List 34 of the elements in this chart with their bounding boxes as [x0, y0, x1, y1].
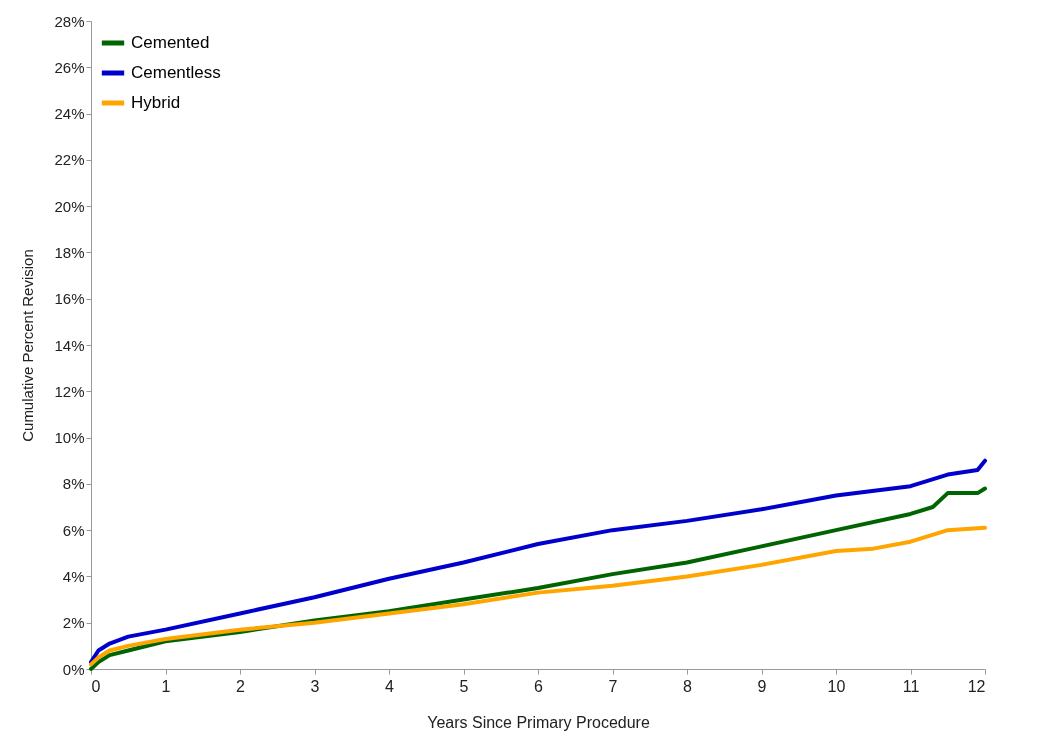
y-tick-label: 14%: [54, 336, 85, 354]
legend-label: Cementless: [131, 63, 221, 82]
x-tick-label: 9: [757, 677, 767, 695]
y-tick-label: 8%: [62, 475, 85, 493]
y-tick-label: 16%: [54, 290, 85, 308]
x-tick-label: 0: [91, 677, 101, 695]
y-tick-label: 22%: [54, 151, 85, 169]
y-tick-label: 0%: [62, 660, 85, 678]
y-tick-label: 24%: [54, 105, 85, 123]
x-tick-label: 4: [385, 677, 395, 695]
line-series: [89, 458, 987, 665]
y-tick-label: 10%: [54, 429, 85, 447]
x-tick-label: 10: [827, 677, 846, 695]
x-tick-label: 5: [459, 677, 469, 695]
x-tick-label: 7: [608, 677, 618, 695]
legend-label: Cemented: [131, 33, 210, 52]
x-tick-label: 8: [683, 677, 693, 695]
x-tick-label: 6: [534, 677, 544, 695]
y-tick-label: 6%: [62, 521, 85, 539]
x-tick-label: 2: [236, 677, 246, 695]
y-tick-label: 12%: [54, 382, 85, 400]
y-tick-label: 20%: [54, 197, 85, 215]
x-tick-label: 12: [967, 677, 986, 695]
x-tick-label: 3: [310, 677, 320, 695]
y-tick-label: 4%: [62, 567, 85, 585]
x-tick-label: 11: [902, 677, 920, 695]
y-tick-label: 28%: [54, 12, 85, 30]
legend-label: Hybrid: [131, 93, 181, 112]
y-tick-label: 26%: [54, 58, 85, 76]
y-tick-label: 2%: [62, 614, 85, 632]
y-tick-label: 18%: [54, 243, 85, 261]
y-axis-title: Cumulative Percent Revision: [19, 249, 37, 442]
x-axis-title: Years Since Primary Procedure: [427, 713, 650, 731]
x-tick-label: 1: [161, 677, 171, 695]
